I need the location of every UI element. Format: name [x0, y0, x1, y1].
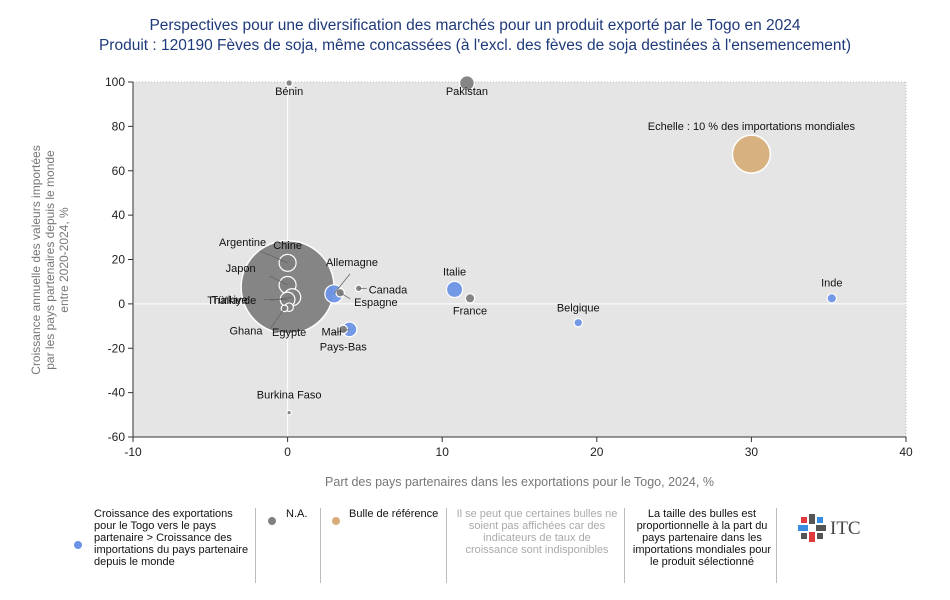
- y-axis-label-line: par les pays partenaires depuis le monde: [43, 150, 57, 370]
- bubble: [731, 134, 772, 174]
- x-axis-label: Part des pays partenaires dans les expor…: [325, 475, 714, 489]
- legend-divider: [776, 508, 777, 583]
- point-label: Chine: [273, 240, 302, 252]
- itc-logo: ITC: [798, 514, 868, 544]
- label-leader: [333, 273, 351, 295]
- x-tick-label: 40: [899, 445, 913, 459]
- point-label: Italie: [443, 266, 466, 278]
- point-label: Bénin: [275, 86, 303, 98]
- legend-divider: [446, 508, 447, 583]
- legend-na-swatch: [268, 517, 276, 525]
- point-label: Argentine: [219, 237, 266, 249]
- legend-divider: [255, 508, 256, 583]
- point-label: Japon: [226, 263, 256, 275]
- y-axis-label-line: entre 2020-2024, %: [57, 207, 71, 313]
- label-leader: [331, 329, 350, 334]
- point-label: Thaïlande: [207, 295, 256, 307]
- point-label: Inde: [821, 277, 842, 289]
- label-leader: [259, 250, 288, 264]
- x-tick-label: 20: [590, 445, 604, 459]
- bubble: [285, 79, 294, 87]
- point-label: Espagne: [354, 297, 397, 309]
- y-tick-label: 0: [118, 297, 125, 311]
- point-label: Ghana: [229, 325, 263, 337]
- y-tick-label: 40: [112, 208, 126, 222]
- y-tick-label: -20: [108, 341, 126, 355]
- x-tick-label: 10: [436, 445, 450, 459]
- bubble: [445, 280, 464, 299]
- point-label: Türkiye: [212, 294, 248, 306]
- chart-title: Perspectives pour une diversification de…: [149, 17, 801, 34]
- y-tick-label: 80: [112, 119, 126, 133]
- point-label: Allemagne: [326, 257, 378, 269]
- y-axis-label-line: Croissance annuelle des valeurs importée…: [29, 145, 43, 375]
- label-leader: [270, 308, 285, 329]
- point-label: France: [453, 305, 487, 317]
- y-tick-label: 60: [112, 164, 126, 178]
- legend-size-note: La taille des bulles est proportionnelle…: [632, 508, 772, 568]
- bubble: [573, 317, 584, 328]
- point-label: Egypte: [272, 327, 306, 339]
- legend-reference-label: Bulle de référence: [349, 508, 439, 520]
- legend-increase-swatch: [74, 541, 82, 549]
- y-tick-label: -40: [108, 386, 126, 400]
- point-label: Belgique: [557, 303, 600, 315]
- bubble: [826, 293, 838, 304]
- x-tick-label: 0: [284, 445, 291, 459]
- point-label: Canada: [369, 284, 408, 296]
- legend-divider: [624, 508, 625, 583]
- label-leader: [269, 275, 288, 286]
- bubble: [464, 293, 476, 304]
- x-tick-label: 30: [745, 445, 759, 459]
- y-tick-label: 100: [105, 75, 125, 89]
- itc-logo-text: ITC: [830, 518, 861, 539]
- chart-subtitle: Produit : 120190 Fèves de soja, même con…: [98, 37, 852, 54]
- itc-logo-icon: [798, 514, 826, 542]
- y-tick-label: 20: [112, 253, 126, 267]
- bubble: [286, 409, 292, 416]
- point-label: Burkina Faso: [257, 390, 322, 402]
- label-leader: [339, 292, 351, 300]
- plot-area: [133, 82, 906, 437]
- bubble: [458, 75, 475, 92]
- point-label: Pakistan: [446, 86, 488, 98]
- point-label: Echelle : 10 % des importations mondiale…: [648, 121, 856, 133]
- x-tick-label: -10: [124, 445, 142, 459]
- legend-na-label: N.A.: [286, 508, 308, 520]
- legend-increase-label: Croissance des exportations pour le Togo…: [94, 508, 249, 568]
- point-label: Mali: [321, 326, 341, 338]
- label-leader: [270, 296, 293, 301]
- y-tick-label: -60: [108, 430, 126, 444]
- legend-divider: [320, 508, 321, 583]
- legend-note: Il se peut que certaines bulles ne soien…: [456, 508, 618, 556]
- point-label: Pays-Bas: [320, 341, 368, 353]
- legend-reference-swatch: [332, 517, 340, 525]
